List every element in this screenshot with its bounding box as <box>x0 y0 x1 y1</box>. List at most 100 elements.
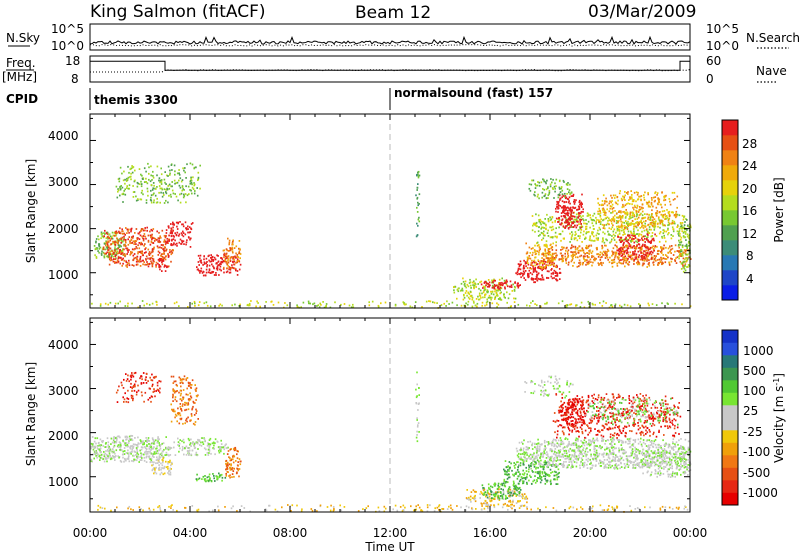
range-cell <box>641 231 643 233</box>
range-cell <box>143 235 145 237</box>
range-cell <box>518 273 520 275</box>
range-cell <box>622 259 624 261</box>
range-cell <box>613 195 615 197</box>
range-cell <box>475 286 477 288</box>
range-cell <box>489 282 491 284</box>
range-cell <box>537 280 539 282</box>
range-cell <box>123 190 125 192</box>
range-cell <box>622 215 624 217</box>
range-cell <box>111 438 113 440</box>
range-cell <box>589 235 591 237</box>
range-cell <box>403 303 405 305</box>
range-cell <box>164 454 166 456</box>
range-cell <box>213 271 215 273</box>
range-cell <box>669 246 671 248</box>
range-cell <box>607 216 609 218</box>
range-cell <box>626 203 628 205</box>
range-cell <box>644 199 646 201</box>
range-cell <box>160 448 162 450</box>
range-cell <box>494 291 496 293</box>
range-cell <box>616 226 618 228</box>
range-cell <box>593 240 595 242</box>
range-cell <box>584 256 586 258</box>
range-cell <box>469 279 471 281</box>
range-cell <box>661 191 663 193</box>
range-cell <box>149 263 151 265</box>
range-cell <box>97 235 99 237</box>
range-cell <box>669 211 671 213</box>
range-cell <box>204 302 206 304</box>
range-cell <box>509 286 511 288</box>
range-cell <box>133 443 135 445</box>
range-cell <box>520 276 522 278</box>
range-cell <box>596 253 598 255</box>
range-cell <box>676 226 678 228</box>
range-cell <box>222 262 224 264</box>
range-cell <box>489 295 491 297</box>
range-cell <box>591 265 593 267</box>
range-cell <box>457 289 459 291</box>
range-cell <box>673 254 675 256</box>
range-cell <box>155 376 157 378</box>
range-cell <box>122 263 124 265</box>
range-cell <box>616 247 618 249</box>
range-cell <box>192 176 194 178</box>
range-cell <box>622 248 624 250</box>
range-cell <box>674 223 676 225</box>
range-cell <box>638 211 640 213</box>
range-cell <box>626 258 628 260</box>
range-cell <box>213 448 215 450</box>
range-cell <box>608 505 610 507</box>
range-cell <box>682 262 684 264</box>
range-cell <box>633 226 635 228</box>
range-cell <box>656 194 658 196</box>
range-cell <box>163 194 165 196</box>
range-cell <box>614 239 616 241</box>
range-cell <box>225 443 227 445</box>
range-cell <box>676 207 678 209</box>
range-cell <box>482 297 484 299</box>
velocity-panel: 4000 3000 2000 1000 Slant Range [km] 00:… <box>24 318 786 554</box>
range-cell <box>156 304 158 306</box>
range-cell <box>518 268 520 270</box>
range-cell <box>132 395 134 397</box>
range-cell <box>545 181 547 183</box>
range-cell <box>484 296 486 298</box>
range-cell <box>582 211 584 213</box>
range-cell <box>660 261 662 263</box>
range-cell <box>170 474 172 476</box>
range-cell <box>600 223 602 225</box>
range-cell <box>192 164 194 166</box>
range-cell <box>565 226 567 228</box>
range-cell <box>159 177 161 179</box>
range-cell <box>227 260 229 262</box>
range-cell <box>542 221 544 223</box>
range-cell <box>617 200 619 202</box>
range-cell <box>600 218 602 220</box>
range-cell <box>117 243 119 245</box>
range-cell <box>592 234 594 236</box>
range-cell <box>577 256 579 258</box>
range-cell <box>534 183 536 185</box>
range-cell <box>504 280 506 282</box>
range-cell <box>214 480 216 482</box>
range-cell <box>175 396 177 398</box>
range-cell <box>651 235 653 237</box>
range-cell <box>551 264 553 266</box>
range-cell <box>153 177 155 179</box>
range-cell <box>156 459 158 461</box>
range-cell <box>120 460 122 462</box>
range-cell <box>645 225 647 227</box>
range-cell <box>128 172 130 174</box>
range-cell <box>577 252 579 254</box>
range-cell <box>131 303 133 305</box>
range-cell <box>160 509 162 511</box>
range-cell <box>210 257 212 259</box>
range-cell <box>501 299 503 301</box>
range-cell <box>580 232 582 234</box>
range-cell <box>118 245 120 247</box>
range-cell <box>176 243 178 245</box>
range-cell <box>632 247 634 249</box>
range-cell <box>685 270 687 272</box>
range-cell <box>487 286 489 288</box>
